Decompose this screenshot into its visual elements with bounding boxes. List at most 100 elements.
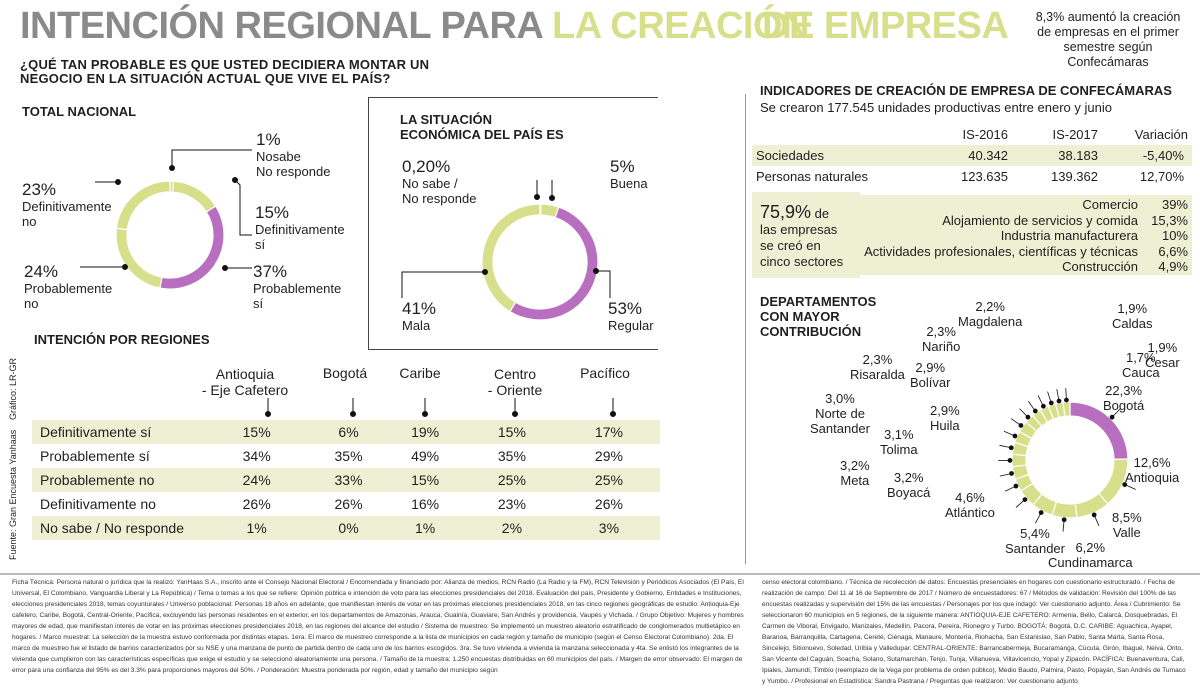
dept-pct: 5,4% [1020,526,1050,541]
sector-item: Industria manufacturera 10% [860,228,1188,244]
regions-row: Probablemente no 24% 33% 15% 25% 25% [32,468,660,492]
national-leaders [80,149,252,271]
dept-pct: 6,2% [1075,540,1106,555]
regions-cell: 35% [334,448,363,464]
regions-cell: 29% [594,448,623,464]
region-col-pacifico: Pacífico [580,365,630,381]
credit-graphic-wrap: Gráfico: LR-GR [8,358,22,420]
regions-row: Definitivamente sí 15% 6% 19% 15% 17% [32,420,660,444]
dept-label-santander: 5,4% Santander [1005,526,1065,556]
economic-box [368,97,658,350]
regions-cell: 15% [465,420,558,444]
dept-leader-line [1037,395,1044,407]
indicators-heading: INDICADORES DE CREACIÓN DE EMPRESA DE CO… [760,83,1172,98]
sectors-highlight-box [752,192,860,278]
credit-source-wrap: Fuente: Gran Encuesta Yanhaas [8,430,22,560]
dept-name: Norte de Santander [810,406,870,436]
indicators-row-label: Sociedades [752,145,922,166]
dept-name: Valle [1112,525,1141,540]
sector-label: Industria manufacturera [1000,228,1138,243]
national-item-prob-no: 24% Probablemente no [24,262,113,311]
dept-label-cundinamarca: 6,2% Cundinamarca [1048,540,1133,570]
departments-heading: DEPARTAMENTOS CON MAYOR CONTRIBUCIÓN [760,294,877,339]
regions-row-label: No sabe / No responde [32,516,201,540]
regions-cell: 17% [557,420,660,444]
sector-value: 6,6% [1158,243,1188,259]
dept-name: Nariño [922,339,961,354]
regions-cell: 26% [242,496,271,512]
regions-cell: 26% [334,496,363,512]
sector-value: 4,9% [1158,259,1188,274]
dept-name: Magdalena [958,314,1023,329]
departments-donut [1011,401,1129,519]
dept-name: Antioquia [1125,470,1180,485]
footer-right: censo electoral colombiano. / Técnica de… [762,579,1186,685]
dept-label-meta: 3,2% Meta [840,458,870,488]
dept-leader-line [999,473,1012,477]
dept-name: Cauca [1122,365,1160,380]
indicators-subheading: Se crearon 177.545 unidades productivas … [760,100,1112,115]
regions-cell: 15% [384,468,466,492]
dept-label-huila: 2,9% Huila [930,403,960,433]
dept-name: Meta [840,473,870,488]
sector-label: Alojamiento de servicios y comida [942,212,1138,228]
dept-label-risaralda: 2,3% Risaralda [850,352,905,382]
regions-row: Definitivamente no 26% 26% 16% 23% 26% [32,492,660,516]
indicators-row: Personas naturales 123.635 139.362 12,70% [752,166,1192,187]
national-heading: TOTAL NACIONAL [22,104,137,119]
dept-name: Santander [1005,541,1065,556]
region-col-bogota: Bogotá [322,365,368,381]
region-col-caribe: Caribe [399,365,441,381]
regions-row-label: Definitivamente no [40,496,156,512]
dept-label-antioquia: 12,6% Antioquia [1125,455,1179,485]
dept-name: Tolima [880,442,918,457]
national-item-def-no: 23% Definitivamente no [22,180,112,229]
dept-name: Caldas [1112,316,1153,331]
ind-col-2017: IS-2017 [1052,127,1098,142]
dept-leader-line [1056,389,1060,402]
dept-pct: 2,9% [915,360,946,375]
dept-name: Cundinamarca [1048,555,1133,570]
dept-pct: 2,3% [862,352,893,367]
economic-leaders [401,180,611,298]
indicators-row: Sociedades 40.342 38.183 -5,40% [752,145,1192,166]
indicators-cell: 12,70% [1139,169,1184,184]
sectors-list: Comercio 39% Alojamiento de servicios y co… [860,197,1188,275]
indicators-row-label: Personas naturales [756,169,869,184]
dept-pct: 1,9% [1117,301,1148,316]
economic-item-nsnr: 0,20% No sabe / No responde [402,157,477,206]
economic-heading: LA SITUACIÓN ECONÓMICA DEL PAÍS ES [400,112,564,142]
regions-heading: INTENCIÓN POR REGIONES [34,332,210,347]
region-col-antioquia: Antioquia - Eje Cafetero [201,366,289,398]
dept-name: Bogotá [1103,398,1145,413]
dept-label-boyac-: 3,2% Boyacá [887,470,930,500]
dept-leader-line [1062,519,1065,532]
dept-name: Bolívar [910,375,951,390]
dept-pct: 1,7% [1125,350,1156,365]
economic-item-buena: 5% Buena [610,157,648,191]
sectors-list-bg [860,195,1192,275]
national-item-nsnr: 1% Nosabe No responde [256,130,331,179]
dept-leader-dot [1040,403,1046,409]
regions-cell: 15% [200,420,313,444]
regions-row-label: Definitivamente sí [32,420,201,444]
economic-item-regular: 53% Regular [608,299,654,333]
dept-label-magdalena: 2,2% Magdalena [958,299,1022,329]
dept-label-norte-de-santander: 3,0% Norte de Santander [810,391,870,436]
sector-item: Comercio 39% [860,197,1188,213]
dept-leader-line [1028,401,1036,412]
dept-name: Huila [930,418,960,433]
sector-value: 39% [1161,197,1188,212]
column-divider [745,94,746,564]
dept-leader-line [1035,512,1042,524]
dept-leader-dot [1012,433,1018,439]
departments-leaders [997,388,1136,532]
regions-table: Definitivamente sí 15% 6% 19% 15% 17% Probable… [32,420,660,540]
dept-label-atl-ntico: 4,6% Atlántico [945,490,995,520]
dept-name: Risaralda [850,367,905,382]
dept-label-valle: 8,5% Valle [1112,510,1142,540]
regions-cell: 6% [312,420,385,444]
indicators-cell: 123.635 [961,169,1008,184]
economic-donut [481,203,599,321]
dept-leader-line [1065,388,1067,401]
